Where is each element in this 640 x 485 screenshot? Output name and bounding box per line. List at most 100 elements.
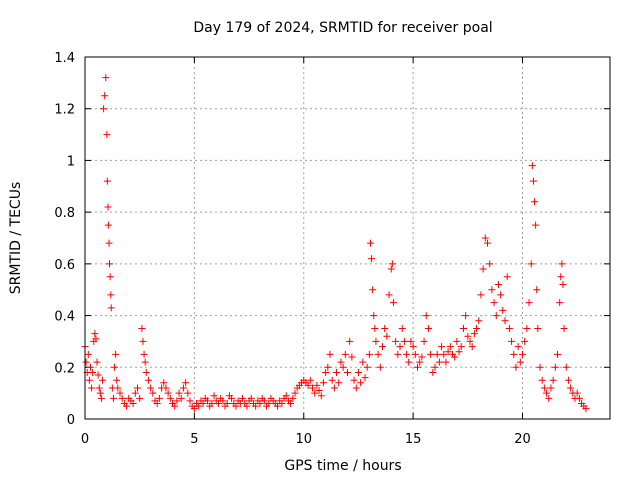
data-point: [523, 325, 531, 332]
data-point: [116, 389, 124, 397]
data-point: [330, 384, 338, 392]
data-point: [85, 376, 93, 384]
data-point: [239, 394, 246, 402]
data-point: [232, 402, 240, 410]
x-axis-label: GPS time / hours: [284, 458, 401, 474]
data-point: [147, 384, 155, 392]
data-point: [490, 299, 498, 307]
x-tick-label: 10: [295, 432, 312, 447]
data-point: [538, 376, 546, 384]
data-point: [190, 405, 198, 413]
data-point: [104, 221, 112, 229]
data-point: [102, 74, 110, 82]
data-point: [512, 363, 520, 371]
data-point: [104, 203, 112, 211]
data-point: [171, 402, 179, 410]
data-point: [88, 384, 96, 392]
data-point: [359, 358, 367, 366]
data-point: [92, 335, 100, 343]
data-point: [486, 260, 494, 268]
data-point: [333, 368, 341, 376]
data-point: [371, 325, 379, 332]
data-point: [287, 399, 295, 407]
data-point: [481, 234, 489, 242]
data-point: [141, 358, 149, 366]
data-point: [166, 394, 174, 402]
data-point: [252, 402, 260, 410]
data-point: [414, 363, 421, 371]
data-point: [492, 312, 500, 320]
data-point: [101, 92, 109, 100]
data-point: [379, 343, 386, 351]
data-point: [346, 337, 354, 345]
data-point: [142, 368, 150, 376]
data-point: [103, 177, 111, 185]
data-point: [558, 260, 566, 268]
data-point: [361, 374, 369, 382]
data-point: [519, 350, 526, 358]
data-point: [387, 265, 395, 273]
data-point: [160, 379, 168, 387]
data-point: [306, 376, 314, 384]
data-point: [374, 350, 382, 358]
data-point: [319, 379, 327, 387]
data-point: [107, 304, 115, 312]
data-point: [208, 399, 216, 407]
data-point: [501, 317, 509, 325]
x-tick-label: 20: [514, 432, 531, 447]
data-point: [534, 325, 542, 332]
x-tick-label: 15: [405, 432, 422, 447]
data-point: [324, 363, 332, 371]
data-point: [123, 402, 131, 410]
data-point: [582, 405, 590, 413]
data-point: [155, 394, 163, 402]
data-points: [81, 74, 590, 413]
data-point: [455, 348, 463, 356]
data-point: [453, 337, 461, 345]
data-point: [91, 330, 99, 338]
data-point: [112, 350, 120, 358]
data-point: [503, 273, 511, 281]
data-point: [543, 389, 551, 397]
data-point: [175, 389, 183, 397]
data-point: [549, 376, 557, 384]
data-point: [352, 384, 360, 392]
data-point: [265, 399, 273, 407]
data-point: [179, 384, 187, 392]
data-point: [153, 399, 161, 407]
data-point: [111, 363, 119, 371]
data-point: [514, 343, 522, 351]
data-point: [424, 325, 432, 332]
data-point: [204, 397, 211, 405]
data-point: [505, 325, 513, 332]
data-point: [164, 389, 172, 397]
data-point: [473, 325, 481, 332]
data-point: [431, 363, 439, 371]
data-point: [131, 389, 139, 397]
data-point: [354, 368, 362, 376]
data-point: [438, 343, 446, 351]
data-point: [527, 260, 535, 268]
data-point: [427, 350, 435, 358]
data-point: [547, 384, 555, 392]
data-point: [398, 325, 406, 332]
data-point: [451, 353, 459, 361]
data-point: [407, 337, 415, 345]
x-tick-label: 5: [190, 432, 198, 447]
data-point: [459, 325, 467, 332]
data-point: [567, 384, 575, 392]
data-point: [113, 376, 121, 384]
data-point: [260, 397, 268, 405]
data-point: [479, 265, 487, 273]
data-point: [557, 273, 565, 281]
data-point: [184, 389, 192, 397]
y-tick-label: 0: [67, 413, 75, 428]
data-point: [100, 105, 108, 113]
data-point: [109, 394, 117, 402]
data-point: [106, 260, 113, 268]
data-point: [223, 399, 231, 407]
data-point: [440, 350, 448, 358]
y-tick-label: 0.2: [54, 361, 75, 376]
data-point: [82, 358, 90, 366]
